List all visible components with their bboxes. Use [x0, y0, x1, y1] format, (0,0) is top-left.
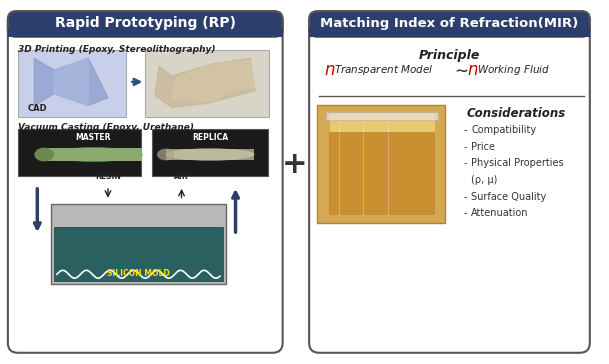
Text: Considerations: Considerations: [466, 107, 565, 120]
Text: $\mathit{n}$: $\mathit{n}$: [324, 61, 336, 79]
Text: (ρ, μ): (ρ, μ): [471, 175, 498, 185]
Text: $\sim$: $\sim$: [451, 61, 469, 79]
Text: 3D Printing (Epoxy, Stereolithography): 3D Printing (Epoxy, Stereolithography): [18, 45, 215, 54]
Text: Physical Properties: Physical Properties: [471, 158, 564, 169]
Text: -: -: [463, 125, 466, 135]
Text: Principle: Principle: [419, 48, 480, 62]
Ellipse shape: [157, 149, 175, 161]
Text: Surface Quality: Surface Quality: [471, 192, 546, 202]
Text: Rapid Prototyping (RP): Rapid Prototyping (RP): [55, 16, 236, 30]
Bar: [329, 132, 435, 215]
Text: -: -: [463, 142, 466, 152]
Text: AIR: AIR: [174, 172, 189, 181]
Polygon shape: [54, 58, 88, 106]
Text: Vacuum Casting (Epoxy, Urethane): Vacuum Casting (Epoxy, Urethane): [18, 123, 194, 132]
Bar: [152, 129, 268, 176]
Bar: [317, 106, 445, 223]
Bar: [166, 149, 254, 161]
Text: $\mathit{Transparent\ Model}$: $\mathit{Transparent\ Model}$: [334, 63, 434, 77]
Ellipse shape: [44, 148, 143, 161]
Bar: [309, 27, 590, 37]
Text: Attenuation: Attenuation: [471, 209, 529, 218]
Text: CAD: CAD: [27, 104, 47, 113]
Text: +: +: [281, 150, 307, 179]
Text: Price: Price: [471, 142, 495, 152]
Bar: [145, 51, 269, 117]
Bar: [18, 129, 141, 176]
FancyBboxPatch shape: [309, 11, 590, 37]
Text: MASTER: MASTER: [76, 133, 111, 142]
Bar: [329, 113, 435, 215]
FancyBboxPatch shape: [8, 11, 283, 353]
Bar: [18, 51, 125, 117]
Ellipse shape: [166, 149, 254, 161]
Text: Compatibility: Compatibility: [471, 125, 536, 135]
Text: -: -: [463, 158, 466, 169]
Bar: [326, 112, 438, 120]
Bar: [8, 27, 283, 37]
Polygon shape: [34, 58, 108, 106]
Polygon shape: [172, 60, 255, 102]
Bar: [44, 148, 143, 161]
Ellipse shape: [34, 148, 54, 161]
Text: Matching Index of Refraction(MIR): Matching Index of Refraction(MIR): [320, 16, 579, 29]
FancyBboxPatch shape: [309, 11, 590, 353]
Text: RESIN: RESIN: [95, 172, 121, 181]
Text: SILICON MOLD: SILICON MOLD: [107, 269, 170, 278]
Text: $\mathit{n}$: $\mathit{n}$: [467, 61, 479, 79]
FancyBboxPatch shape: [8, 11, 283, 37]
Bar: [54, 227, 223, 281]
Text: $\mathit{Working\ Fluid}$: $\mathit{Working\ Fluid}$: [477, 63, 550, 77]
Text: -: -: [463, 209, 466, 218]
Bar: [51, 203, 226, 284]
Text: REPLICA: REPLICA: [192, 133, 228, 142]
Text: -: -: [463, 192, 466, 202]
Polygon shape: [155, 58, 255, 107]
